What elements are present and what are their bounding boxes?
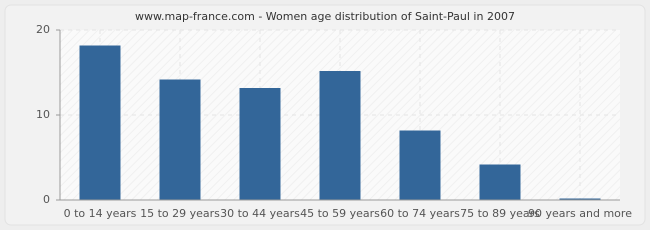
x-tick-label: 45 to 59 years — [300, 207, 380, 220]
x-tick-label: 60 to 74 years — [380, 207, 460, 220]
bar — [159, 79, 201, 201]
bar — [239, 88, 281, 201]
x-tick-label: 90 years and more — [528, 207, 632, 220]
y-tick-label: 20 — [36, 23, 50, 36]
x-tick-label: 0 to 14 years — [64, 207, 137, 220]
y-tick-label: 0 — [43, 193, 50, 206]
x-tick-label: 30 to 44 years — [220, 207, 300, 220]
bar — [79, 45, 121, 201]
y-tick-label: 10 — [36, 108, 50, 121]
x-tick-label: 75 to 89 years — [460, 207, 540, 220]
x-tick-label: 15 to 29 years — [140, 207, 220, 220]
bar — [399, 130, 441, 201]
chart-title: www.map-france.com - Women age distribut… — [135, 10, 515, 23]
bar — [319, 71, 361, 201]
chart: www.map-france.com - Women age distribut… — [0, 0, 650, 230]
bar — [479, 164, 521, 201]
